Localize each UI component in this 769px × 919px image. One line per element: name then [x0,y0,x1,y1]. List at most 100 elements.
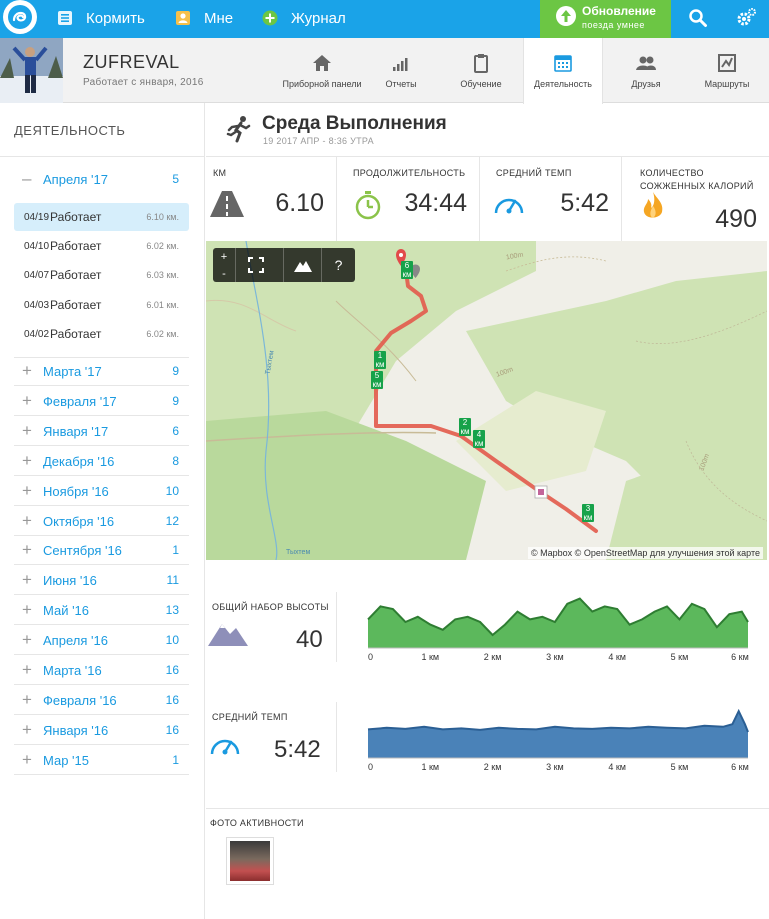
nav-log[interactable]: Журнал [262,7,346,29]
mountain-icon [208,624,248,646]
tab-training-label: Обучение [460,79,502,89]
month-item[interactable]: + Октября '16 12 [14,507,189,536]
app-logo-icon[interactable] [3,0,37,34]
tab-dashboard-label: Приборной панели [282,79,362,89]
month-label: Февраля '16 [43,692,117,708]
search-icon[interactable] [686,6,710,30]
month-item[interactable]: + Май '16 13 [14,596,189,626]
run-distance: 6.02 км. [146,241,179,251]
run-name: Работает [50,298,102,312]
gear-icon[interactable] [734,6,758,30]
expand-icon: + [22,570,32,590]
month-label: Май '16 [43,603,90,619]
km-marker[interactable]: 2 км [459,418,471,436]
month-item[interactable]: + Февраля '17 9 [14,387,189,416]
tab-routes[interactable]: Маршруты [687,38,767,103]
road-icon [210,191,244,217]
divider [336,592,337,662]
tab-training[interactable]: Обучение [441,38,521,103]
nav-me[interactable]: Мне [175,7,233,29]
profile-bar: ZUFREVAL Работает с января, 2016 Приборн… [0,38,769,104]
activity-photo[interactable] [226,837,274,885]
month-count: 8 [172,453,179,468]
km-marker[interactable]: 4 км [473,430,485,448]
pace-value: 5:42 [274,736,321,763]
nav-log-label: Журнал [291,9,346,27]
month-item[interactable]: + Января '17 6 [14,417,189,446]
month-item[interactable]: + Декабря '16 8 [14,447,189,476]
pace-chart[interactable]: 0 1 км 2 км 3 км 4 км 5 км 6 км [358,700,758,778]
home-icon [313,55,331,71]
run-distance: 6.02 км. [146,329,179,339]
month-item[interactable]: + Апреля '16 10 [14,626,189,656]
month-label: Мар '15 [43,752,89,768]
terrain-button[interactable] [283,248,321,282]
run-item[interactable]: 04/10 Работает 6.02 км. [14,232,189,260]
km-marker[interactable]: 3 км [582,504,594,522]
x-tick-label: 2 км [484,762,502,772]
update-button[interactable]: Обновление поезда умнее [540,0,671,38]
stopwatch-icon [355,191,381,220]
tab-friends[interactable]: Друзья [606,38,686,103]
month-item[interactable]: + Мар '15 1 [14,746,189,775]
tab-activity[interactable]: Деятельность [523,38,603,104]
chart-line [367,708,749,733]
chart-area [368,711,748,758]
expand-icon: + [22,540,32,560]
km-marker[interactable]: 1 км [374,351,386,369]
x-tick-label: 4 км [608,652,626,662]
avatar[interactable] [0,38,63,103]
activity-title: Среда Выполнения [262,113,447,134]
month-item[interactable]: + Марта '17 9 [14,357,189,386]
help-button[interactable]: ? [321,248,355,282]
month-count: 16 [165,722,179,737]
pace-panel: СРЕДНИЙ ТЕМП 5:42 0 1 км 2 км 3 км 4 км 5 км 6… [206,700,769,778]
month-count: 9 [172,364,179,378]
month-label: Января '17 [43,423,109,439]
x-tick-label: 2 км [484,652,502,662]
month-item[interactable]: + Июня '16 11 [14,566,189,596]
month-label: Сентября '16 [43,543,122,559]
month-item[interactable]: + Февраля '16 16 [14,686,189,715]
km-marker[interactable]: 5 км [371,371,383,389]
expand-icon: + [22,510,32,530]
zoom-out-button[interactable]: - [222,267,226,280]
month-item[interactable]: + Марта '16 16 [14,656,189,685]
route-map[interactable]: 1 км 2 км 3 км 4 км 5 км 6 км Тыхтем Тых… [206,241,767,560]
expand-icon: + [22,749,32,769]
month-item[interactable]: + Января '16 16 [14,716,189,745]
x-tick-label: 4 км [608,762,626,772]
run-date: 04/07 [24,270,50,281]
run-item[interactable]: 04/03 Работает 6.01 км. [14,291,189,319]
person-icon [176,11,190,25]
month-expanded[interactable]: – Апреля '17 5 [14,165,189,194]
elevation-chart[interactable]: 0 1 км 2 км 3 км 4 км 5 км 6 км [358,590,758,668]
month-label: Декабря '16 [43,453,115,469]
stat-label: ПРОДОЛЖИТЕЛЬНОСТЬ [353,168,466,178]
nav-feed[interactable]: Кормить [57,7,145,29]
run-item[interactable]: 04/02 Работает 6.02 км. [14,320,189,348]
run-item[interactable]: 04/19 Работает 6.10 км. [14,203,189,231]
month-count: 1 [172,752,179,767]
stat-duration: ПРОДОЛЖИТЕЛЬНОСТЬ 34:44 [337,157,480,241]
stat-value: 6.10 [275,189,324,217]
month-item[interactable]: + Сентября '16 1 [14,536,189,566]
zoom-in-button[interactable]: + [220,250,228,263]
map-attribution[interactable]: © Mapbox © OpenStreetMap для улучшения э… [528,547,763,559]
divider [206,808,769,809]
tab-dashboard[interactable]: Приборной панели [282,38,362,103]
km-marker[interactable]: 6 км [401,261,413,279]
tab-reports[interactable]: Отчеты [361,38,441,103]
feed-icon [58,11,72,25]
fullscreen-button[interactable] [235,248,275,282]
run-name: Работает [50,327,102,341]
month-label: Июня '16 [43,573,97,589]
run-distance: 6.03 км. [146,270,179,280]
tab-activity-label: Деятельность [534,79,592,89]
run-item[interactable]: 04/07 Работает 6.03 км. [14,261,189,289]
month-item[interactable]: + Ноября '16 10 [14,477,189,506]
month-count: 12 [165,513,179,528]
month-label: Октября '16 [43,513,115,529]
run-distance: 6.10 км. [146,212,179,222]
sidebar: ДЕЯТЕЛЬНОСТЬ – Апреля '17 5 04/19 Работа… [0,103,205,919]
